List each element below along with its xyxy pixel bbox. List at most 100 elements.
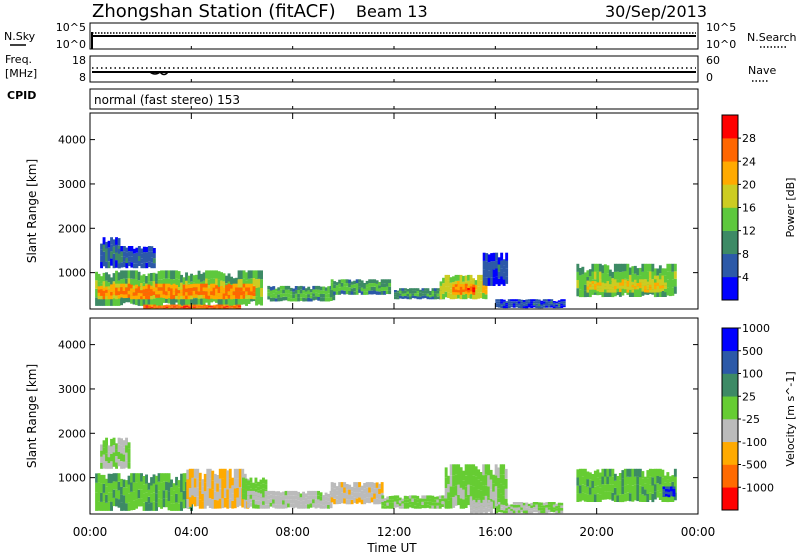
range-cell bbox=[619, 279, 622, 283]
range-cell bbox=[663, 275, 667, 283]
range-cell bbox=[142, 493, 146, 503]
range-cell bbox=[603, 491, 607, 500]
range-cell bbox=[537, 301, 541, 304]
range-cell bbox=[97, 281, 101, 290]
range-cell bbox=[232, 287, 236, 292]
range-cell bbox=[638, 468, 642, 478]
colorbar-swatch bbox=[722, 115, 738, 139]
range-cell bbox=[393, 498, 397, 502]
range-cell bbox=[497, 509, 501, 513]
range-cell bbox=[383, 287, 387, 291]
range-cell bbox=[502, 485, 506, 496]
range-cell bbox=[532, 504, 536, 508]
range-cell bbox=[416, 296, 420, 300]
range-cell bbox=[148, 305, 152, 307]
range-cell bbox=[195, 290, 198, 295]
range-cell bbox=[470, 510, 473, 514]
range-cell bbox=[398, 503, 402, 506]
range-cell bbox=[137, 498, 141, 507]
range-cell bbox=[107, 298, 111, 306]
range-cell bbox=[115, 260, 118, 268]
y-tick-label: 2000 bbox=[58, 427, 86, 440]
range-cell bbox=[135, 263, 139, 269]
range-cell bbox=[272, 499, 275, 504]
range-cell bbox=[125, 445, 128, 453]
range-cell bbox=[358, 289, 362, 293]
range-cell bbox=[631, 493, 635, 502]
range-cell bbox=[621, 282, 625, 286]
range-cell bbox=[100, 289, 103, 293]
range-cell bbox=[614, 285, 617, 290]
range-cell bbox=[122, 278, 126, 287]
range-cell bbox=[462, 292, 466, 295]
range-cell bbox=[671, 481, 675, 489]
range-cell bbox=[588, 269, 592, 277]
range-cell bbox=[606, 289, 610, 293]
range-cell bbox=[510, 510, 514, 514]
range-cell bbox=[262, 497, 265, 502]
range-cell bbox=[115, 252, 118, 261]
range-cell bbox=[170, 296, 173, 305]
range-cell bbox=[431, 498, 435, 503]
range-cell bbox=[132, 295, 136, 300]
range-cell bbox=[150, 307, 154, 309]
range-cell bbox=[530, 299, 534, 302]
range-cell bbox=[492, 483, 496, 492]
range-cell bbox=[175, 307, 179, 309]
colorbar-label: Power [dB] bbox=[784, 178, 797, 238]
range-cell bbox=[348, 489, 352, 495]
range-cell bbox=[122, 440, 126, 448]
range-cell bbox=[175, 476, 178, 486]
range-cell bbox=[459, 284, 463, 287]
range-cell bbox=[100, 249, 103, 256]
colorbar-tick-label: -25 bbox=[742, 413, 760, 426]
range-cell bbox=[457, 292, 460, 299]
range-cell bbox=[110, 258, 113, 266]
range-cell bbox=[112, 273, 116, 282]
range-cell bbox=[576, 469, 580, 478]
colorbar-swatch bbox=[722, 419, 738, 443]
range-cell bbox=[396, 297, 400, 300]
range-cell bbox=[269, 494, 273, 499]
range-cell bbox=[442, 277, 445, 284]
range-cell bbox=[100, 444, 103, 451]
range-cell bbox=[143, 305, 147, 307]
range-cell bbox=[180, 483, 183, 493]
range-cell bbox=[107, 492, 111, 502]
range-cell bbox=[360, 280, 364, 284]
range-cell bbox=[641, 494, 645, 502]
range-cell bbox=[545, 301, 549, 304]
range-cell bbox=[504, 488, 508, 499]
range-cell bbox=[335, 490, 339, 496]
range-cell bbox=[421, 288, 425, 291]
range-cell bbox=[370, 286, 374, 291]
range-cell bbox=[628, 493, 632, 502]
range-cell bbox=[247, 495, 250, 500]
range-cell bbox=[520, 299, 524, 302]
range-cell bbox=[235, 295, 238, 299]
range-cell bbox=[272, 293, 276, 298]
range-cell bbox=[365, 287, 369, 292]
range-cell bbox=[588, 276, 592, 284]
range-cell bbox=[479, 292, 483, 299]
range-cell bbox=[112, 445, 116, 453]
range-cell bbox=[416, 495, 420, 500]
range-cell bbox=[406, 296, 410, 300]
range-cell bbox=[428, 505, 432, 509]
range-cell bbox=[418, 498, 422, 501]
range-cell bbox=[469, 464, 473, 475]
range-cell bbox=[264, 504, 268, 509]
range-cell bbox=[535, 303, 539, 306]
range-cell bbox=[444, 280, 448, 287]
range-cell bbox=[416, 290, 420, 294]
range-cell bbox=[525, 299, 529, 302]
range-cell bbox=[145, 307, 149, 309]
range-cell bbox=[646, 478, 650, 487]
range-cell bbox=[616, 282, 620, 286]
range-cell bbox=[257, 500, 260, 505]
range-cell bbox=[403, 502, 407, 506]
range-cell bbox=[289, 495, 293, 500]
range-cell bbox=[500, 305, 504, 308]
range-cell bbox=[312, 503, 315, 508]
range-cell bbox=[368, 279, 372, 284]
